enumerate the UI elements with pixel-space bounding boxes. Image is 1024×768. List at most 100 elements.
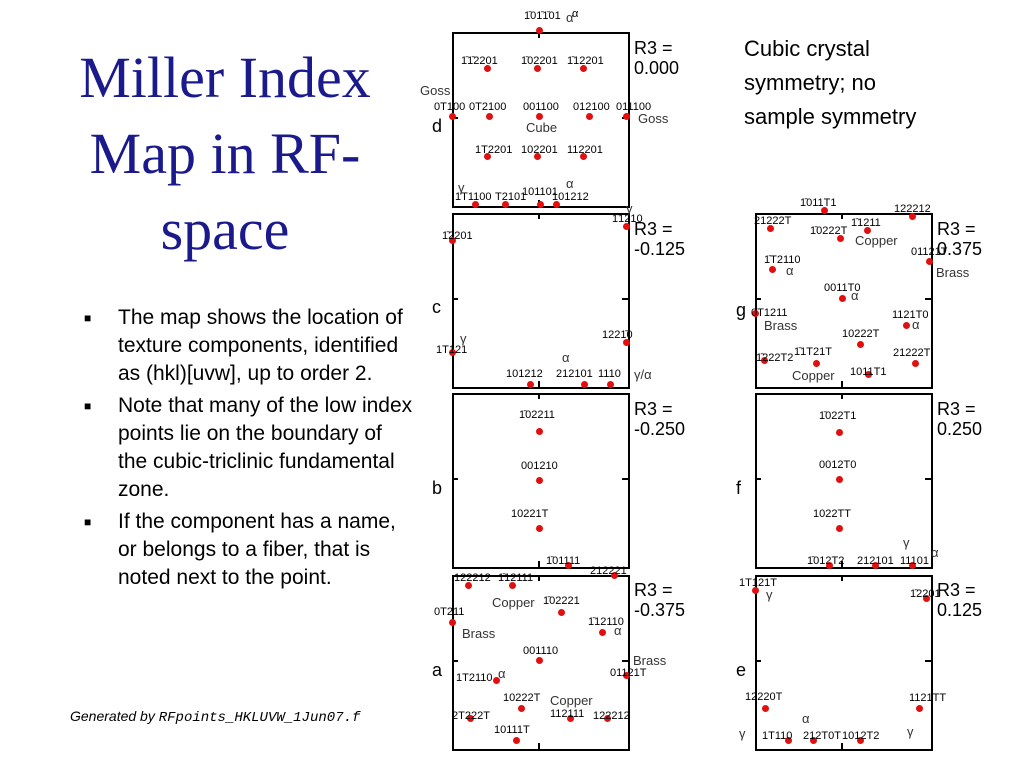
miller-index-label: 212T0T: [803, 730, 841, 742]
axis-tick: [538, 393, 540, 399]
miller-index-label: 0011T0: [824, 282, 861, 294]
axis-tick: [452, 298, 458, 300]
miller-index-label: 1̄T2110: [764, 254, 801, 266]
component-name: γ: [739, 726, 746, 741]
component-name: γ: [626, 201, 633, 216]
miller-index-label: T2101: [495, 191, 527, 203]
texture-point: [768, 265, 776, 273]
title-line-3: space: [160, 197, 290, 262]
miller-index-label: 1T121: [436, 344, 468, 356]
bullet-text: If the component has a name, or belongs …: [118, 510, 396, 589]
miller-index-label: 1T2201: [475, 144, 513, 156]
miller-index-label: 01121T: [610, 667, 647, 679]
miller-index-label: 1̄1210: [612, 213, 643, 225]
r3-label: R3 = -0.250: [634, 399, 686, 439]
miller-index-label: 001110: [523, 645, 559, 657]
component-name: Brass: [633, 653, 667, 668]
panel-letter-b: b: [432, 478, 443, 498]
texture-point: [603, 714, 611, 722]
axis-tick: [452, 478, 458, 480]
texture-point: [526, 380, 534, 388]
panel-letter-f: f: [736, 478, 742, 498]
miller-index-label: 0T2100: [469, 101, 507, 113]
axis-tick: [925, 298, 931, 300]
texture-point: [622, 222, 630, 230]
component-name: γ: [907, 724, 914, 739]
bullet-marker: ■: [84, 515, 92, 529]
component-name: Brass: [764, 318, 798, 333]
component-name: Goss: [420, 83, 451, 98]
texture-point: [483, 152, 491, 160]
axis-tick: [538, 381, 540, 387]
miller-index-label: 1̄01̄1̄01: [524, 10, 561, 22]
texture-point: [598, 628, 606, 636]
miller-index-label: 011100: [616, 101, 652, 113]
map-panel-d: [452, 32, 630, 208]
texture-point: [564, 561, 572, 569]
axis-tick: [841, 575, 843, 581]
texture-point: [766, 224, 774, 232]
miller-index-label: 012100: [573, 101, 610, 113]
texture-point: [751, 309, 759, 317]
component-name: Copper: [550, 693, 593, 708]
component-name: γ: [460, 331, 467, 346]
texture-point: [448, 236, 456, 244]
texture-point: [448, 112, 456, 120]
texture-point: [535, 112, 543, 120]
axis-tick: [925, 478, 931, 480]
component-name: α: [786, 263, 794, 278]
component-name: Cube: [526, 120, 558, 135]
map-panel-e: [755, 575, 933, 751]
component-name: γ: [903, 535, 910, 550]
texture-point: [908, 561, 916, 569]
r3-label: R3 = 0.375: [937, 219, 983, 259]
axis-tick: [538, 575, 540, 581]
miller-index-label: 1011T1: [850, 366, 887, 378]
panel-letter-e: e: [736, 660, 747, 680]
texture-point: [580, 380, 588, 388]
miller-index-label: 1̄222T2: [756, 352, 794, 364]
bullet-list: ■ The map shows the location of texture c…: [84, 304, 414, 596]
texture-point: [902, 321, 910, 329]
miller-index-label: 10222T: [503, 692, 541, 704]
miller-index-label: 1̄02221: [543, 595, 580, 607]
component-name: Copper: [492, 595, 535, 610]
generated-by-note: Generated by RFpoints_HKLUVW_1Jun07.f: [70, 708, 360, 726]
r3-label: R3 = -0.125: [634, 219, 686, 259]
texture-point: [622, 112, 630, 120]
texture-point: [622, 338, 630, 346]
miller-index-label: 212101: [857, 555, 894, 567]
component-name: α: [931, 545, 939, 560]
miller-index-label: 1̄2201: [910, 588, 941, 600]
miller-index-label: 0T211: [434, 606, 465, 618]
symmetry-note: Cubic crystal symmetry; no sample symmet…: [744, 36, 917, 129]
miller-index-label: 10222T: [842, 328, 880, 340]
miller-index-label: 1T1100: [455, 191, 492, 203]
miller-index-label: 21222T: [893, 347, 931, 359]
miller-index-label: 1̄012T2: [807, 555, 845, 567]
miller-index-label: 1̄022T1: [819, 410, 857, 422]
miller-index-label: 11101: [900, 555, 929, 567]
miller-index-label: 1̄1211: [851, 217, 881, 229]
miller-index-label: 1121T0: [892, 309, 929, 321]
texture-point: [492, 676, 500, 684]
miller-index-label: 1022TT: [813, 508, 851, 520]
panel-letter-c: c: [432, 297, 441, 317]
texture-point: [761, 704, 769, 712]
texture-point: [535, 656, 543, 664]
texture-point: [922, 594, 930, 602]
axis-tick: [755, 478, 761, 480]
texture-point: [535, 26, 543, 34]
texture-point: [836, 234, 844, 242]
texture-point: [536, 200, 544, 208]
axis-tick: [538, 561, 540, 567]
component-name: Brass: [462, 626, 496, 641]
miller-index-label: 001210: [521, 460, 558, 472]
texture-point: [579, 64, 587, 72]
miller-index-label: 212101: [556, 368, 593, 380]
texture-point: [835, 475, 843, 483]
axis-tick: [841, 381, 843, 387]
texture-point: [838, 294, 846, 302]
component-name: α: [802, 711, 810, 726]
miller-index-label: 122212: [894, 203, 931, 215]
